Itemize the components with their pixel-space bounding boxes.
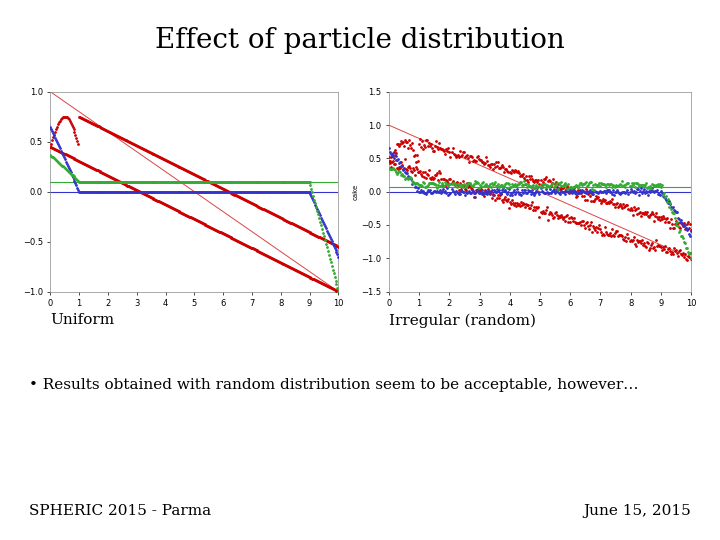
Text: Uniform: Uniform xyxy=(50,313,114,327)
Text: SPHERIC 2015 - Parma: SPHERIC 2015 - Parma xyxy=(29,504,211,518)
Text: • Results obtained with random distribution seem to be acceptable, however…: • Results obtained with random distribut… xyxy=(29,378,639,392)
Text: Irregular (random): Irregular (random) xyxy=(389,313,536,328)
Text: Effect of particle distribution: Effect of particle distribution xyxy=(155,27,565,54)
Y-axis label: cake: cake xyxy=(352,184,359,200)
Text: June 15, 2015: June 15, 2015 xyxy=(583,504,691,518)
